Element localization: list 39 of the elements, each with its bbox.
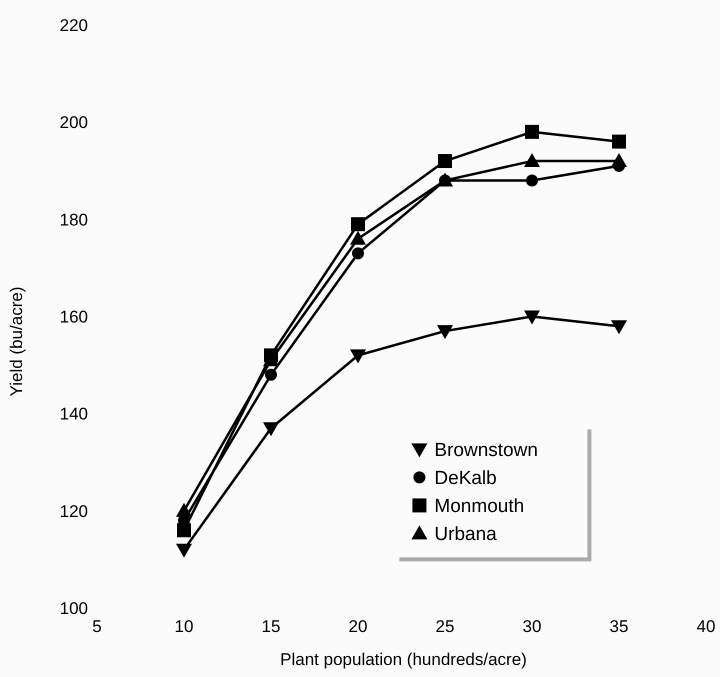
point: [351, 217, 365, 232]
x-tick-label: 20: [348, 617, 368, 636]
point: [524, 153, 540, 168]
legend-label: Urbana: [434, 524, 498, 546]
point: [352, 247, 364, 260]
x-tick-label: 10: [174, 617, 194, 636]
point: [524, 310, 540, 324]
point: [176, 544, 192, 558]
y-tick-label: 100: [60, 598, 88, 618]
y-tick-label: 140: [60, 404, 88, 424]
legend-label: Brownstown: [434, 440, 538, 462]
point: [611, 153, 627, 168]
x-tick-label: 35: [610, 617, 628, 636]
point: [350, 230, 366, 245]
point: [526, 174, 538, 186]
point: [437, 325, 453, 340]
legend-label: Monmouth: [434, 496, 524, 518]
y-tick-label: 200: [60, 113, 88, 132]
y-axis-title: Yield (bu/acre): [7, 286, 26, 396]
point: [177, 523, 191, 538]
legend-label: DeKalb: [434, 468, 497, 490]
point: [612, 134, 626, 149]
point: [525, 124, 539, 139]
x-axis-title: Plant population (hundreds/acre): [280, 650, 527, 669]
point: [265, 368, 277, 381]
x-tick-label: 15: [262, 617, 280, 636]
y-tick-label: 160: [60, 307, 88, 326]
y-tick-label: 180: [60, 210, 88, 230]
point: [350, 349, 366, 364]
x-tick-label: 40: [696, 617, 716, 636]
x-tick-label: 30: [522, 617, 542, 636]
point: [263, 422, 279, 436]
y-tick-label: 220: [60, 16, 88, 35]
point: [438, 154, 452, 168]
point: [611, 320, 627, 334]
x-tick-label: 5: [92, 617, 102, 636]
x-tick-label: 25: [436, 617, 454, 636]
point: [176, 502, 192, 517]
y-tick-label: 120: [60, 502, 88, 521]
